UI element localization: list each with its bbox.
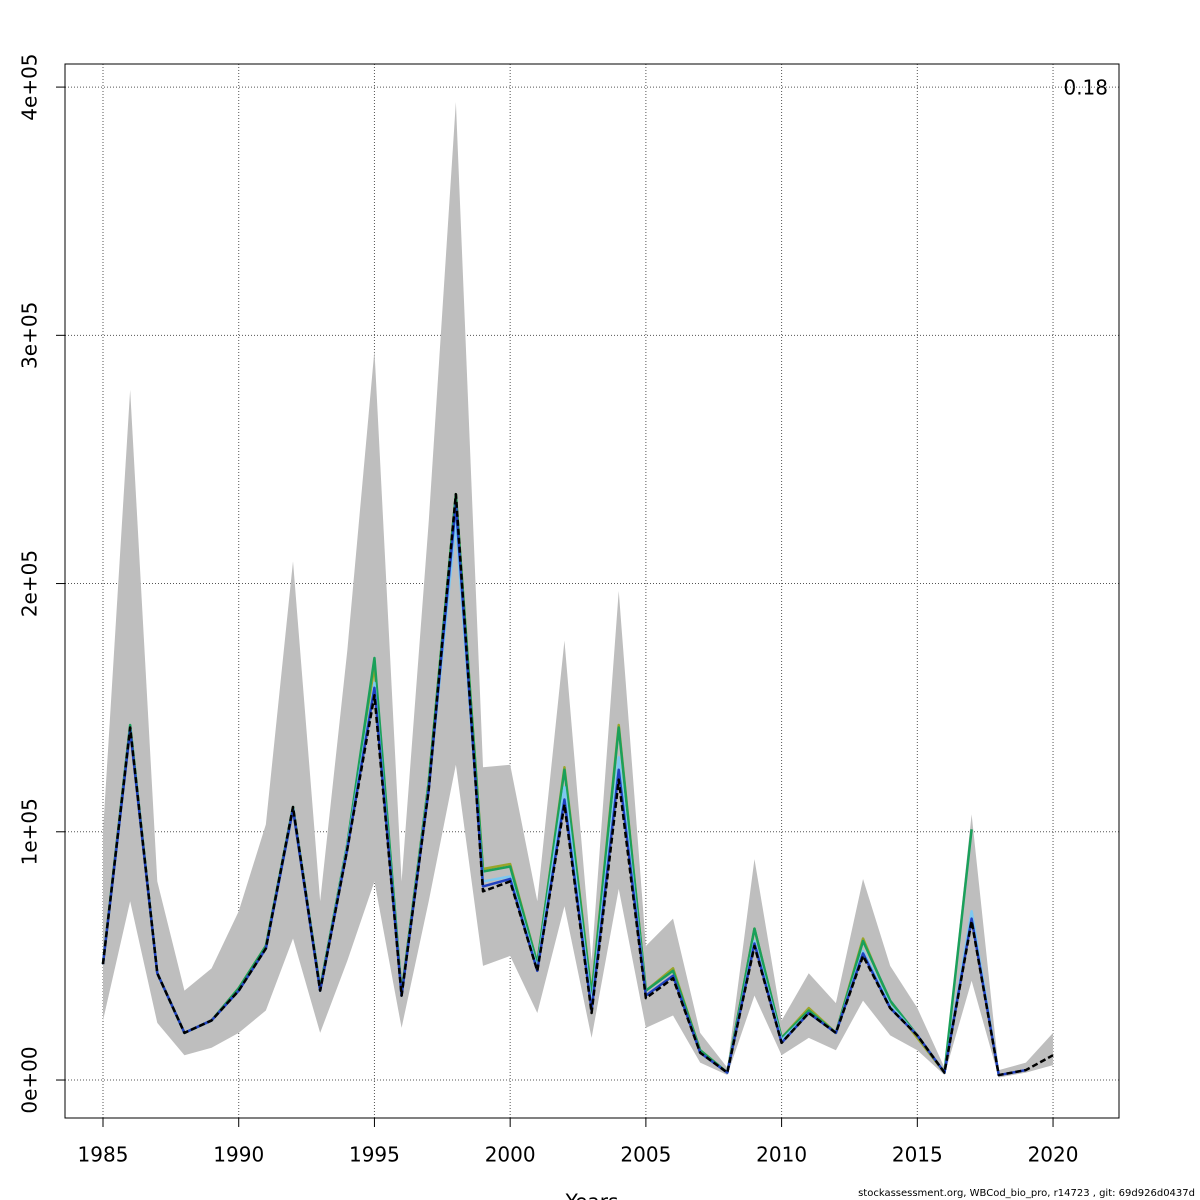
y-tick-label: 4e+05 (18, 53, 42, 120)
y-tick-label: 3e+05 (18, 302, 42, 369)
x-tick-label: 2020 (1028, 1143, 1079, 1167)
x-tick-label: 1985 (78, 1143, 129, 1167)
y-tick-label: 1e+05 (18, 798, 42, 865)
x-tick-label: 1990 (213, 1143, 264, 1167)
x-tick-label: 2000 (485, 1143, 536, 1167)
footer: stockassessment.org, WBCod_bio_pro, r147… (858, 1188, 1195, 1199)
x-tick-label: 2010 (756, 1143, 807, 1167)
x-tick-label: 1995 (349, 1143, 400, 1167)
series-line (101, 502, 1027, 1077)
series-line (101, 492, 1054, 1077)
x-tick-label: 2015 (892, 1143, 943, 1167)
y-tick-label: 2e+05 (18, 550, 42, 617)
x-tick-label: 2005 (620, 1143, 671, 1167)
plot-frame (64, 63, 1120, 1119)
x-axis-label: Years (565, 1190, 619, 1200)
y-tick-label: 0e+00 (18, 1046, 42, 1113)
confidence-band (103, 101, 1054, 1078)
